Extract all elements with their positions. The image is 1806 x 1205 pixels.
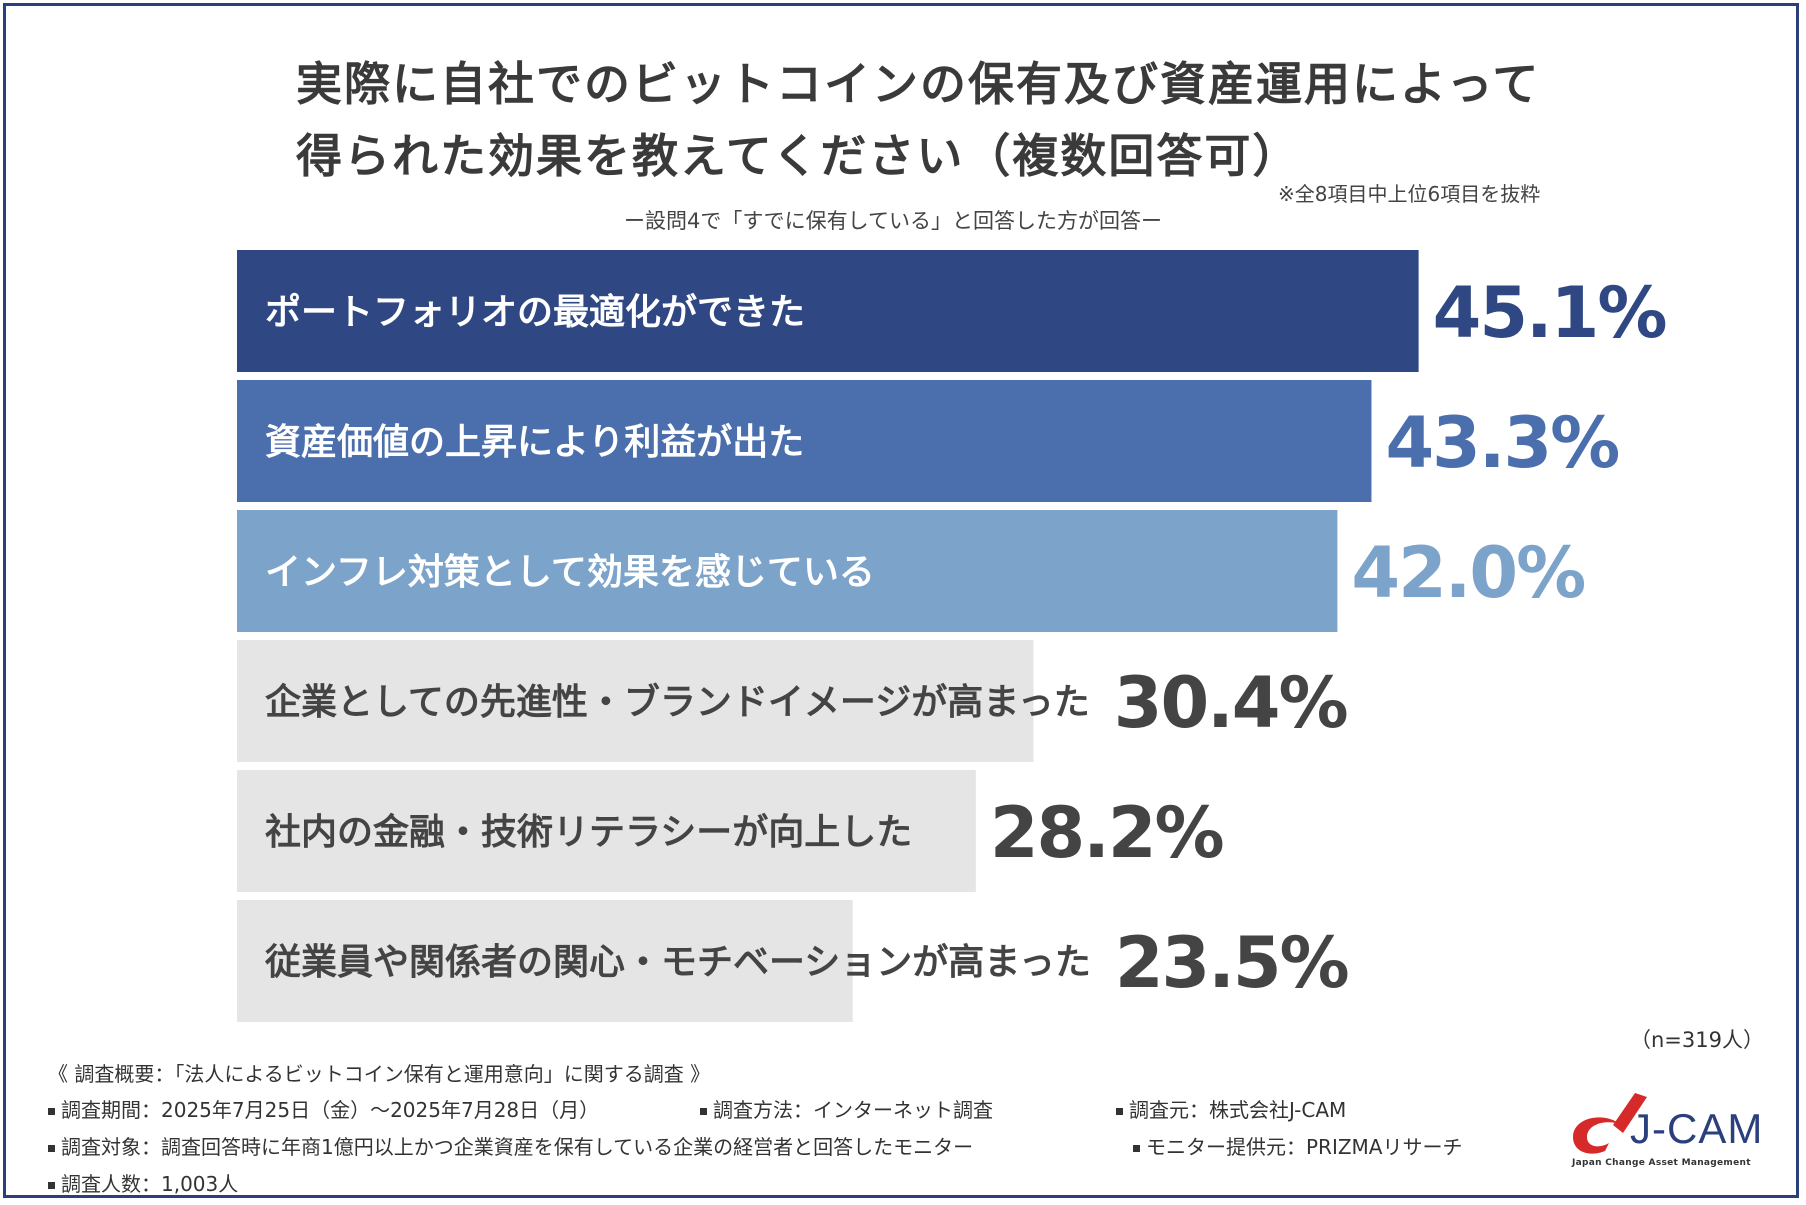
value-label-5: 28.2% [990,792,1223,874]
bar-2 [237,380,1372,502]
survey-method-row: 調査方法：インターネット調査 [700,1094,993,1123]
bar-label-2: 資産価値の上昇により利益が出た [265,422,804,463]
value-label-6: 23.5% [1115,922,1348,1004]
bar-label-4: 企業としての先進性・ブランドイメージが高まった [265,681,1090,723]
survey-method: 調査方法：インターネット調査 [713,1098,993,1122]
bar-label-5: 社内の金融・技術リテラシーが向上した [265,811,912,853]
bar-1 [237,250,1419,372]
bullet-icon [48,1108,55,1115]
jcam-logo-icon [1573,1093,1647,1154]
survey-provider: モニター提供元：PRIZMAリサーチ [1146,1135,1463,1159]
survey-heading: 《 調査概要：「法人によるビットコイン保有と運用意向」に関する調査 》 [48,1062,711,1086]
survey-target: 調査対象：調査回答時に年商1億円以上かつ企業資産を保有している企業の経営者と回答… [61,1135,974,1159]
bullet-icon [48,1145,55,1152]
bar-label-1: ポートフォリオの最適化ができた [265,291,805,333]
sample-size-label: （n=319人） [1630,1028,1764,1052]
subquestion-label: ー設問4で「すでに保有している」と回答した方が回答ー [0,205,1806,235]
bar-label-6: 従業員や関係者の関心・モチベーションが高まった [264,942,1091,983]
bar-4 [237,640,1034,762]
value-label-2: 43.3% [1385,402,1618,484]
extraction-note: ※全8項目中上位6項目を抜粋 [1278,182,1541,206]
bullet-icon [1133,1145,1140,1152]
value-label-3: 42.0% [1351,532,1584,614]
survey-row-2: 調査対象：調査回答時に年商1億円以上かつ企業資産を保有している企業の経営者と回答… [48,1131,973,1160]
survey-provider-row: モニター提供元：PRIZMAリサーチ [1133,1131,1463,1160]
bullet-icon [48,1182,55,1189]
value-label-4: 30.4% [1114,662,1347,744]
logo-subtitle: Japan Change Asset Management [1572,1158,1751,1168]
survey-period: 調査期間：2025年7月25日（金）〜2025年7月28日（月） [61,1098,600,1122]
title-line-2: 得られた効果を教えてください（複数回答可） [296,129,1301,183]
subquestion-text: ー設問4で「すでに保有している」と回答した方が回答ー [624,209,1162,233]
survey-count: 調査人数：1,003人 [61,1172,239,1196]
bullet-icon [700,1108,707,1115]
survey-source-row: 調査元：株式会社J-CAM [1116,1094,1346,1123]
chart-title: 実際に自社でのビットコインの保有及び資産運用によって 得られた効果を教えてくださ… [296,48,1540,192]
survey-source: 調査元：株式会社J-CAM [1129,1098,1347,1122]
value-label-1: 45.1% [1433,272,1666,354]
bar-6 [237,900,853,1022]
bar-label-3: インフレ対策として効果を感じている [265,552,875,593]
logo-text: J-CAM [1630,1105,1764,1152]
bar-3 [237,510,1338,632]
title-line-1: 実際に自社でのビットコインの保有及び資産運用によって [296,57,1541,111]
survey-row-3: 調査人数：1,003人 [48,1168,238,1197]
bullet-icon [1116,1108,1123,1115]
outer-frame [3,3,1799,1198]
bar-5 [237,770,976,892]
survey-row-1: 調査期間：2025年7月25日（金）〜2025年7月28日（月） [48,1094,599,1123]
